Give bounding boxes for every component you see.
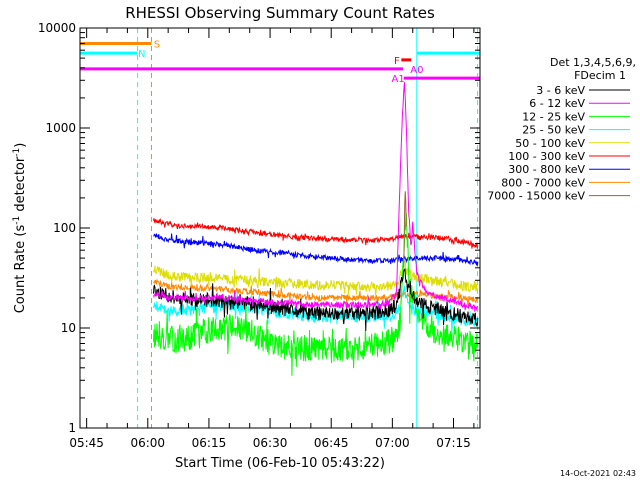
state-bar-label: S [154, 39, 160, 50]
legend-label: 25 - 50 keV [522, 124, 585, 137]
series-line-6-12-kev [153, 82, 479, 312]
x-axis-label: Start Time (06-Feb-10 05:43:22) [175, 456, 385, 471]
x-tick-label: 05:45 [69, 436, 104, 450]
legend-label: 6 - 12 keV [529, 97, 585, 110]
x-tick-label: 06:00 [130, 436, 165, 450]
y-tick-label: 100 [53, 221, 76, 235]
y-tick-label: 1000 [45, 121, 76, 135]
series-line-800-7000-kev [153, 279, 479, 308]
legend-header-line-1: Det 1,3,4,5,6,9, [550, 56, 636, 69]
y-axis-label-sup2: -1 [12, 148, 22, 157]
legend-label: 12 - 25 keV [522, 110, 585, 123]
axes: 1 10 100 1000 10000 05:45 06:00 06:15 06:30 06:45… [38, 21, 480, 450]
series-line-12-25-kev [152, 213, 479, 376]
series-line-50-100-kev [153, 259, 479, 296]
y-axis-label-mid: detector [13, 156, 28, 216]
series-line-3-6-kev [152, 268, 479, 331]
y-tick-label: 1 [68, 421, 76, 435]
legend-label: 100 - 300 keV [508, 150, 585, 163]
y-tick-label: 10 [61, 321, 76, 335]
chart-title: RHESSI Observing Summary Count Rates [125, 4, 435, 22]
state-bar-label: N [138, 49, 145, 60]
legend-label: 300 - 800 keV [508, 163, 585, 176]
y-axis-label-end: ) [13, 143, 28, 148]
series-line-7000-15000-kev [403, 191, 407, 268]
y-axis-label-main: Count Rate (s [13, 225, 28, 314]
y-axis-label-sup1: -1 [12, 216, 22, 225]
legend-header-line-2: FDecim 1 [574, 69, 626, 82]
legend-label: 3 - 6 keV [536, 84, 585, 97]
series-line-100-300-kev [152, 217, 479, 250]
x-tick-label: 06:45 [314, 436, 349, 450]
x-tick-label: 07:15 [436, 436, 471, 450]
plot-area [152, 82, 479, 376]
footer-timestamp: 14-Oct-2021 02:43 [560, 469, 636, 478]
state-bar-label: A0 [410, 65, 423, 76]
x-tick-label: 07:00 [375, 436, 410, 450]
y-tick-label: 10000 [38, 21, 76, 35]
state-bar-label: A1 [392, 74, 405, 85]
x-tick-label: 06:15 [192, 436, 227, 450]
y-axis-label: Count Rate (s-1 detector-1) [12, 143, 28, 314]
series-line-300-800-kev [153, 233, 479, 266]
x-tick-label: 06:30 [253, 436, 288, 450]
legend-label: 7000 - 15000 keV [487, 190, 585, 203]
state-bar-label: F [394, 56, 400, 67]
legend-label: 800 - 7000 keV [501, 176, 585, 189]
legend-label: 50 - 100 keV [515, 137, 585, 150]
